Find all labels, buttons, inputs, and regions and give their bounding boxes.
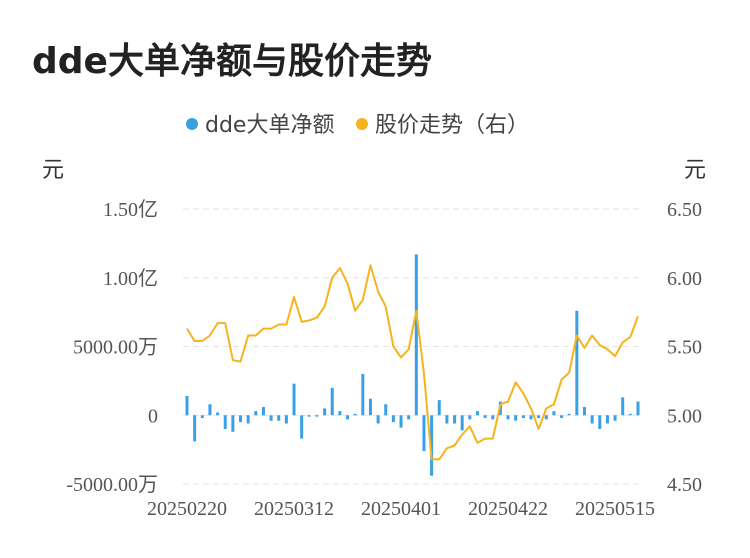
dde-bar [560, 415, 564, 418]
dde-bar [246, 415, 250, 424]
dde-bar [338, 411, 342, 416]
dde-bar [582, 407, 586, 416]
x-tick-label: 20250220 [147, 498, 227, 520]
dde-bar [422, 415, 426, 451]
dde-bar [185, 396, 189, 416]
dde-bar [223, 415, 227, 429]
dde-bar [239, 415, 243, 423]
right-tick-label: 5.00 [667, 405, 702, 427]
dde-bar [491, 415, 495, 420]
dde-bar [284, 415, 288, 424]
legend-label-price[interactable]: 股价走势（右） [375, 113, 529, 138]
dde-bar [590, 415, 594, 424]
left-tick-label: -5000.00万 [66, 474, 158, 496]
dde-bar [567, 413, 571, 416]
dde-bar [261, 407, 265, 416]
dde-bar [605, 415, 609, 424]
dde-bars [185, 254, 640, 476]
dde-bar [506, 415, 510, 420]
legend-label-dde[interactable]: dde大单净额 [205, 113, 334, 138]
x-tick-label: 20250515 [575, 498, 655, 520]
chart-title: dde大单净额与股价走势 [32, 41, 432, 82]
dde-bar [453, 415, 457, 424]
left-tick-label: 1.50亿 [103, 198, 158, 221]
dde-bar [598, 415, 602, 429]
right-tick-label: 4.50 [667, 474, 702, 496]
dde-bar [269, 415, 273, 421]
legend-marker-price [356, 118, 368, 130]
dde-bar [613, 415, 617, 421]
dde-bar [384, 404, 388, 416]
right-axis-unit: 元 [684, 158, 706, 183]
dde-bar [277, 415, 281, 421]
dde-bar [529, 415, 533, 420]
dde-bar [628, 413, 632, 416]
left-axis-ticks: -5000.00万 0 5000.00万 1.00亿 1.50亿 [66, 198, 158, 496]
dde-bar [475, 411, 479, 416]
dde-bar [376, 415, 380, 424]
left-tick-label: 1.00亿 [103, 267, 158, 290]
dde-bar [368, 398, 372, 416]
dde-bar [208, 404, 212, 416]
grid-lines [183, 208, 640, 485]
dde-bar [292, 383, 296, 416]
dde-bar [216, 412, 220, 416]
dde-bar [231, 415, 235, 432]
left-tick-label: 0 [148, 405, 158, 427]
dde-bar [353, 413, 357, 416]
x-tick-label: 20250422 [468, 498, 548, 520]
right-tick-label: 6.50 [667, 199, 702, 221]
dde-bar [254, 411, 258, 416]
dde-bar [407, 415, 411, 420]
dde-bar [315, 415, 319, 417]
dde-bar [483, 415, 487, 418]
dde-bar [361, 374, 365, 416]
right-tick-label: 6.00 [667, 268, 702, 290]
dde-bar [621, 397, 625, 416]
dde-bar [200, 415, 204, 418]
legend-marker-dde [186, 118, 198, 130]
dde-bar [636, 401, 640, 416]
left-axis-unit: 元 [42, 158, 64, 183]
dde-bar [300, 415, 304, 439]
x-axis-ticks: 20250220 20250312 20250401 20250422 20250515 [147, 498, 655, 520]
dde-bar [445, 415, 449, 424]
dde-bar [468, 415, 472, 420]
dde-bar [514, 415, 518, 421]
dde-bar [399, 415, 403, 428]
right-tick-label: 5.50 [667, 337, 702, 359]
dde-bar [537, 415, 541, 418]
dde-bar [430, 415, 434, 476]
legend: dde大单净额 股价走势（右） [186, 113, 529, 138]
dde-bar [575, 310, 579, 416]
left-tick-label: 5000.00万 [73, 337, 158, 359]
right-axis-ticks: 4.50 5.00 5.50 6.00 6.50 [667, 199, 702, 496]
dde-bar [307, 415, 311, 417]
dde-bar [552, 411, 556, 416]
x-tick-label: 20250401 [361, 498, 441, 520]
dde-bar [323, 408, 327, 416]
dde-bar [521, 415, 525, 418]
dde-bar [330, 387, 334, 416]
dde-bar [391, 415, 395, 423]
dde-bar [346, 415, 350, 420]
dde-bar [193, 415, 197, 442]
price-line [186, 264, 639, 461]
dde-bar [460, 415, 464, 431]
x-tick-label: 20250312 [254, 498, 334, 520]
dde-bar [437, 400, 441, 416]
dde-bar [414, 254, 418, 416]
dde-bar [544, 415, 548, 420]
